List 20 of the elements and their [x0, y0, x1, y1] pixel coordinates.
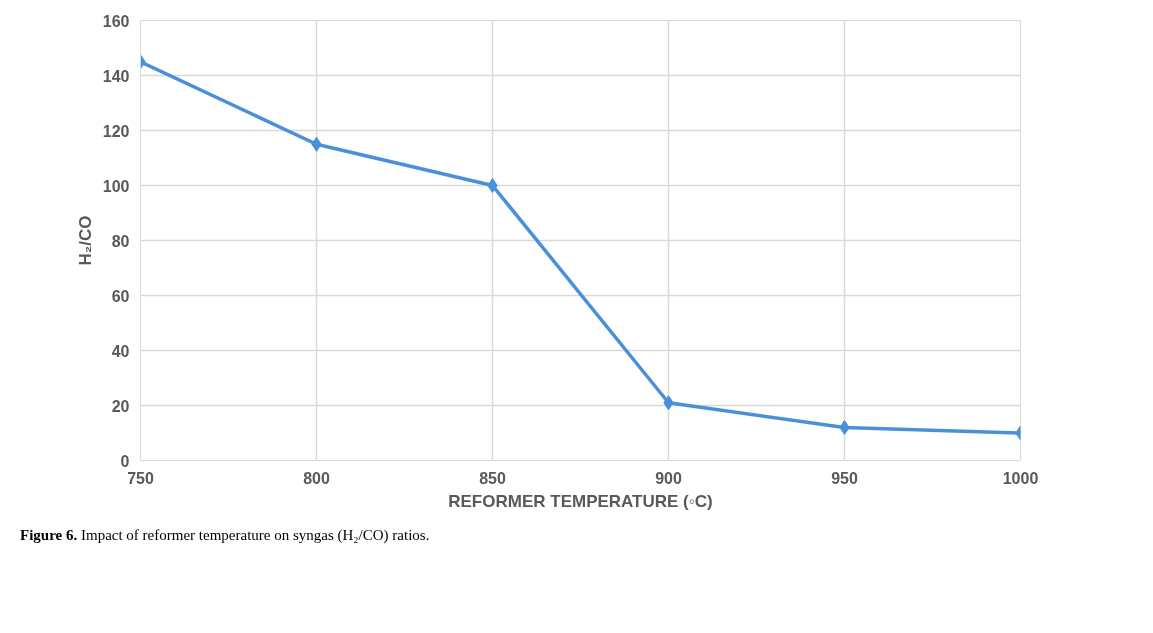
x-tick-label: 850 [479, 469, 506, 487]
y-tick-label: 140 [102, 67, 130, 85]
x-tick-label: 750 [127, 469, 154, 487]
y-tick-label: 80 [111, 232, 130, 250]
caption: Figure 6. Impact of reformer temperature on syngas (H₂/CO) ratios. [20, 526, 430, 545]
y-tick-label: 160 [102, 12, 130, 30]
y-tick-label: 20 [111, 397, 130, 415]
y-tick-label: 40 [111, 342, 130, 360]
y-tick-label: 60 [111, 287, 130, 305]
y-axis-title: H₂/CO [75, 215, 95, 266]
x-axis-title: REFORMER TEMPERATURE (◦C) [448, 491, 713, 511]
y-tick-label: 120 [102, 122, 130, 140]
y-tick-label: 0 [120, 452, 130, 470]
x-tick-label: 1000 [1002, 469, 1039, 487]
x-tick-label: 900 [655, 469, 682, 487]
x-tick-label: 950 [831, 469, 858, 487]
x-tick-label: 800 [303, 469, 330, 487]
point [487, 178, 498, 193]
y-tick-label: 100 [102, 177, 130, 195]
point [839, 420, 850, 435]
